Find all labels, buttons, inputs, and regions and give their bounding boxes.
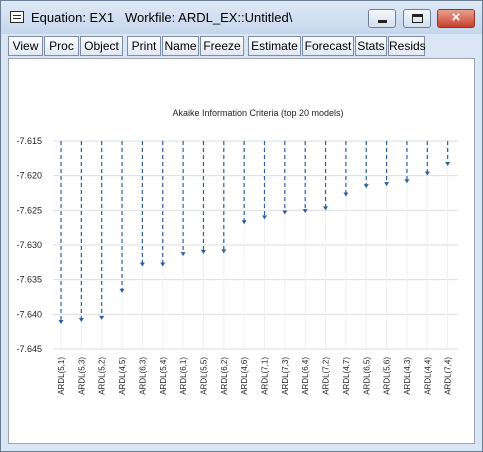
- equation-window-icon[interactable]: [10, 11, 24, 23]
- x-tick-label: ARDL(5,3): [77, 357, 86, 395]
- y-tick-label: -7.625: [16, 205, 42, 215]
- y-tick-label: -7.630: [16, 240, 42, 250]
- aic-point-arrow: [424, 171, 430, 176]
- x-tick-label: ARDL(5,1): [57, 357, 66, 395]
- x-tick-label: ARDL(7,2): [322, 357, 331, 395]
- aic-point-arrow: [160, 262, 166, 267]
- graph-view[interactable]: Akaike Information Criteria (top 20 mode…: [8, 58, 475, 444]
- x-tick-label: ARDL(4,5): [118, 357, 127, 395]
- aic-point-arrow: [180, 252, 186, 257]
- print-button[interactable]: Print: [127, 36, 161, 56]
- estimate-button[interactable]: Estimate: [248, 36, 301, 56]
- chart-title: Akaike Information Criteria (top 20 mode…: [172, 108, 343, 118]
- minimize-button[interactable]: [368, 9, 396, 28]
- y-tick-label: -7.645: [16, 344, 42, 354]
- x-tick-label: ARDL(5,6): [383, 357, 392, 395]
- aic-point-arrow: [78, 317, 84, 322]
- aic-point-arrow: [302, 209, 308, 214]
- view-button[interactable]: View: [8, 36, 43, 56]
- close-button[interactable]: ×: [437, 9, 475, 28]
- aic-point-arrow: [384, 182, 390, 187]
- x-tick-label: ARDL(6,5): [362, 357, 371, 395]
- aic-point-arrow: [58, 320, 64, 325]
- x-tick-label: ARDL(7,1): [261, 357, 270, 395]
- aic-point-arrow: [445, 161, 451, 166]
- y-tick-label: -7.640: [16, 309, 42, 319]
- aic-point-arrow: [282, 210, 288, 215]
- y-tick-label: -7.615: [16, 136, 42, 146]
- aic-point-arrow: [200, 250, 206, 255]
- stats-button[interactable]: Stats: [355, 36, 387, 56]
- aic-point-arrow: [363, 184, 369, 189]
- x-tick-label: ARDL(6,2): [220, 357, 229, 395]
- x-tick-label: ARDL(7,4): [444, 357, 453, 395]
- x-tick-label: ARDL(4,4): [423, 357, 432, 395]
- x-tick-label: ARDL(5,2): [98, 357, 107, 395]
- freeze-button[interactable]: Freeze: [200, 36, 244, 56]
- proc-button[interactable]: Proc: [44, 36, 79, 56]
- x-tick-label: ARDL(4,6): [240, 357, 249, 395]
- close-icon: ×: [451, 9, 461, 26]
- window-title: Equation: EX1 Workfile: ARDL_EX::Untitle…: [31, 10, 293, 25]
- aic-point-arrow: [262, 215, 267, 220]
- aic-point-arrow: [404, 179, 410, 184]
- x-tick-label: ARDL(6,4): [301, 357, 310, 395]
- aic-point-arrow: [119, 288, 125, 293]
- y-tick-label: -7.635: [16, 275, 42, 285]
- aic-point-arrow: [221, 249, 227, 254]
- aic-chart: Akaike Information Criteria (top 20 mode…: [16, 108, 458, 395]
- x-tick-label: ARDL(4,7): [342, 357, 351, 395]
- y-tick-label: -7.620: [16, 171, 42, 181]
- x-tick-label: ARDL(4,3): [403, 357, 412, 395]
- aic-point-arrow: [323, 206, 329, 211]
- resids-button[interactable]: Resids: [388, 36, 426, 56]
- x-tick-label: ARDL(6,3): [138, 357, 147, 395]
- x-tick-label: ARDL(5,4): [159, 357, 168, 395]
- maximize-icon: [412, 14, 423, 23]
- minimize-icon: [378, 20, 387, 23]
- object-button[interactable]: Object: [80, 36, 123, 56]
- x-tick-label: ARDL(7,3): [281, 357, 290, 395]
- aic-point-arrow: [241, 220, 247, 225]
- aic-point-arrow: [99, 315, 105, 320]
- x-tick-label: ARDL(6,1): [179, 357, 188, 395]
- maximize-button[interactable]: [403, 9, 431, 28]
- title-bar[interactable]: Equation: EX1 Workfile: ARDL_EX::Untitle…: [1, 1, 482, 34]
- aic-point-arrow: [343, 192, 349, 197]
- name-button[interactable]: Name: [162, 36, 199, 56]
- x-tick-label: ARDL(5,5): [199, 357, 208, 395]
- aic-point-arrow: [139, 262, 145, 267]
- forecast-button[interactable]: Forecast: [302, 36, 354, 56]
